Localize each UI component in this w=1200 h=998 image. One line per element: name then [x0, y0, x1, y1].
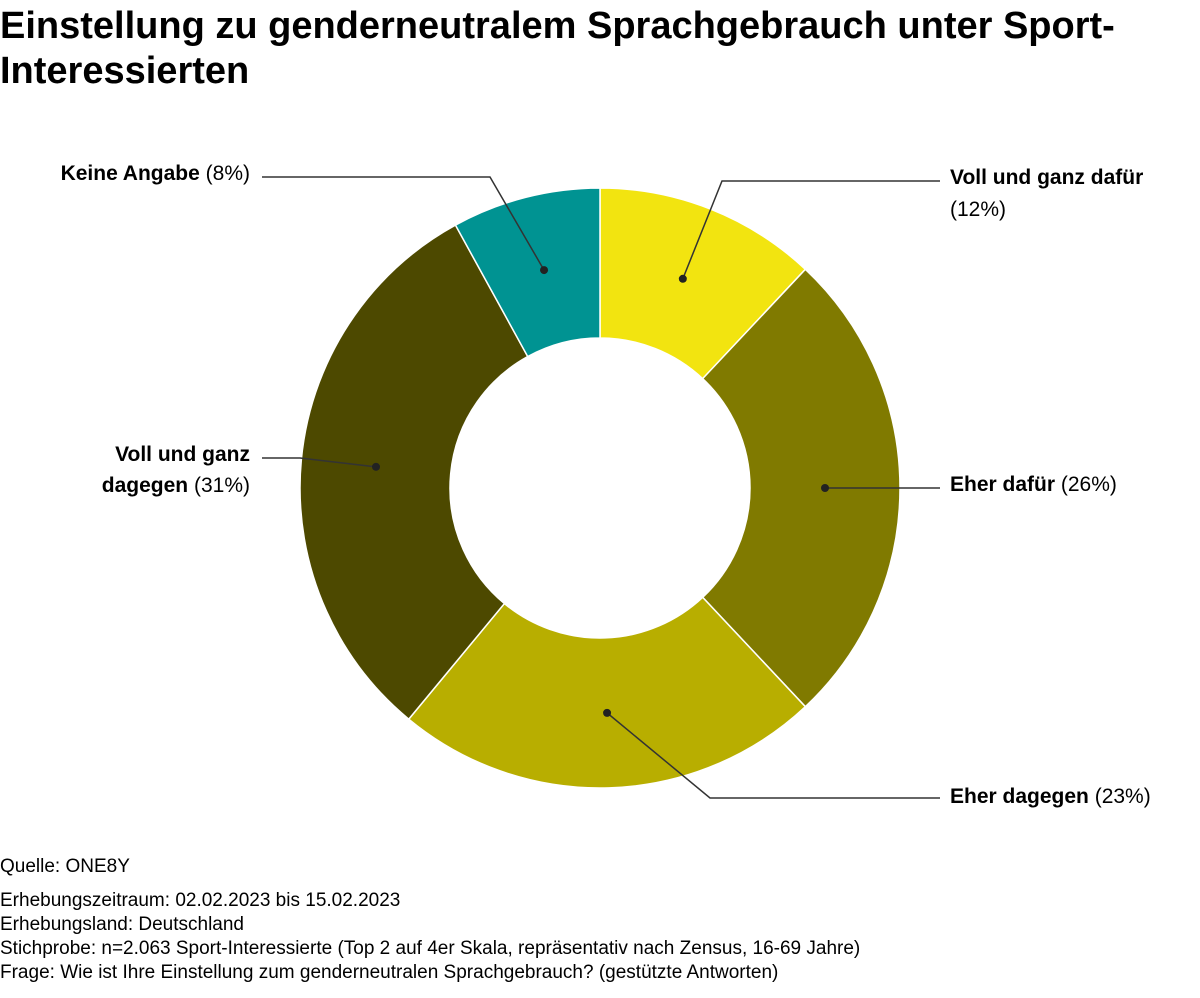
slice-label-voll-und-ganz-dafuer-line-1: Voll und ganz dafür [950, 166, 1143, 189]
leader-dot-voll-und-ganz-dafuer [678, 274, 687, 283]
slice-label-voll-und-ganz-dafuer-line-2: (12%) [950, 198, 1006, 221]
slice-eher-dafuer [701, 268, 901, 708]
leader-dot-keine-angabe [540, 266, 549, 275]
survey-country-note: Erhebungsland: Deutschland [0, 914, 245, 935]
slice-label-eher-dagegen: Eher dagegen (23%) [950, 785, 1151, 808]
leader-lines-layer [262, 176, 940, 799]
source-note: Quelle: ONE8Y [0, 856, 130, 877]
leader-dot-voll-und-ganz-dagegen [371, 462, 380, 471]
slice-name: Eher dafür [950, 473, 1055, 496]
question-note: Frage: Wie ist Ihre Einstellung zum gend… [0, 962, 779, 983]
leader-dot-eher-dagegen [603, 708, 612, 717]
slice-name: Voll und ganz dafür [950, 166, 1143, 189]
leader-line-keine-angabe [262, 176, 545, 271]
slice-name: dagegen [102, 474, 188, 497]
slice-keine-angabe [454, 187, 601, 358]
slice-label-voll-und-ganz-dagegen-line-1: Voll und ganz [115, 443, 250, 466]
chart-title: Einstellung zu genderneutralem Sprachgeb… [0, 5, 1115, 92]
leader-line-voll-und-ganz-dafuer [682, 180, 940, 280]
labels-layer: Voll und ganz dafür (12%) Eher dafür (26%)… [61, 162, 1151, 808]
slice-value: (31%) [188, 474, 250, 497]
slice-value: (12%) [950, 198, 1006, 221]
slice-value: (26%) [1055, 473, 1117, 496]
slice-label-keine-angabe: Keine Angabe (8%) [61, 162, 250, 185]
slice-value: (8%) [200, 162, 250, 185]
sample-note: Stichprobe: n=2.063 Sport-Interessierte … [0, 938, 861, 959]
slice-label-eher-dafuer: Eher dafür (26%) [950, 473, 1117, 496]
slice-voll-und-ganz-dagegen [299, 224, 529, 721]
slice-value: (23%) [1089, 785, 1151, 808]
leader-line-eher-dagegen [606, 712, 940, 799]
survey-period-note: Erhebungszeitraum: 02.02.2023 bis 15.02.… [0, 890, 401, 911]
slice-name: Voll und ganz [115, 443, 250, 466]
slice-eher-dagegen [407, 596, 807, 789]
slice-name: Keine Angabe [61, 162, 200, 185]
slice-label-voll-und-ganz-dagegen-line-2: dagegen (31%) [102, 474, 250, 497]
chart-footer: Quelle: ONE8Y Erhebungszeitraum: 02.02.2… [0, 855, 1200, 985]
leader-dot-eher-dafuer [821, 484, 829, 492]
slice-name: Eher dagegen [950, 785, 1089, 808]
leader-line-voll-und-ganz-dagegen [262, 457, 377, 468]
slices-layer [299, 187, 901, 789]
